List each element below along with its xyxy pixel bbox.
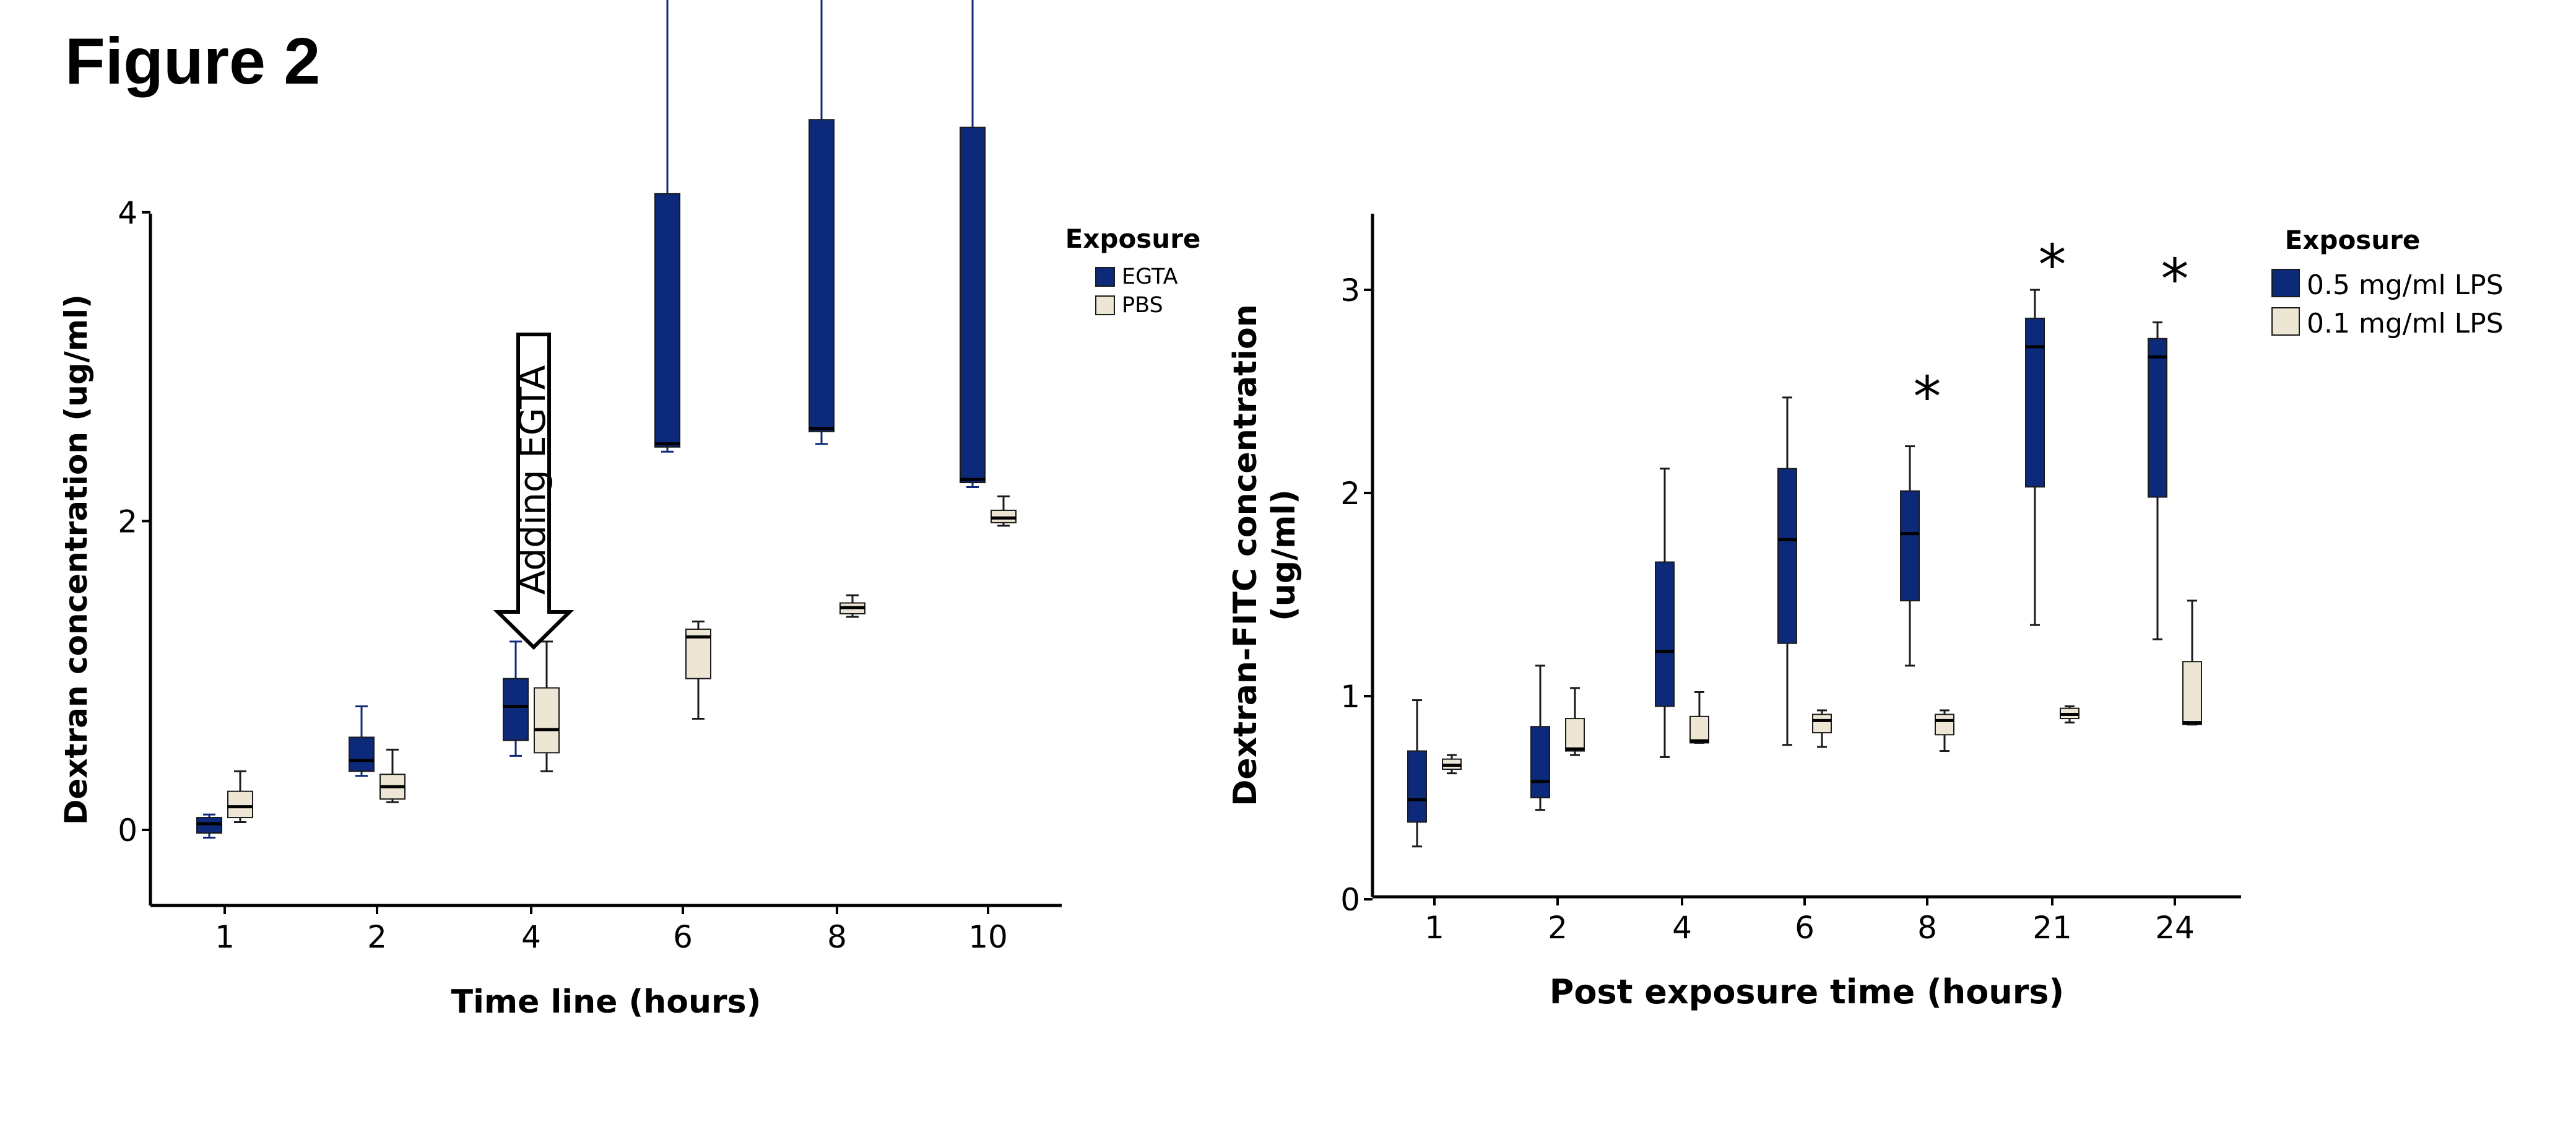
legend-label: EGTA [1122,264,1178,289]
box-series-1 [503,678,529,741]
x-tick-label: 4 [521,919,541,955]
box-series-2 [1565,718,1585,752]
legend-label: PBS [1122,293,1163,318]
box-series-2 [1812,713,1832,734]
box-series-2 [1689,715,1709,744]
legend-label: 0.5 mg/ml LPS [2307,269,2504,301]
y-tick-label: 0 [1340,882,1360,918]
box-series-2 [2182,661,2202,725]
x-axis-label: Post exposure time (hours) [1550,972,2064,1011]
y-axis-label: Dextran-FITC concentration [1227,304,1264,806]
legend-swatch [1095,295,1115,315]
y-tick-label: 1 [1340,679,1360,715]
box-series-1 [1655,561,1675,707]
box-series-1 [960,126,986,484]
y-axis-label: (ug/ml) [1265,489,1303,621]
y-tick-label: 2 [118,504,137,539]
x-tick-label: 1 [1425,910,1444,946]
legend-swatch [2271,307,2300,336]
box-series-2 [1935,713,1954,736]
x-tick-label: 2 [1548,910,1568,946]
x-tick-label: 2 [367,919,387,955]
x-tick-label: 8 [1917,910,1937,946]
y-tick-label: 4 [118,195,137,231]
y-tick-label: 0 [118,813,137,848]
box-series-2 [534,687,560,754]
annotation-arrow [493,333,575,650]
y-axis-label: Dextran concentration (ug/ml) [58,294,94,825]
annotation-label: Adding EGTA [511,365,553,595]
significance-star: * [2039,233,2066,298]
x-tick-label: 24 [2155,910,2195,946]
chart-left: 02461246810Time line (hours)Dextran conc… [58,0,1200,1021]
significance-star: * [1914,365,1941,430]
legend-title: Exposure [2285,225,2421,255]
x-tick-label: 10 [968,919,1008,955]
legend-label: 0.1 mg/ml LPS [2307,308,2504,339]
box-series-1 [1900,490,1920,601]
significance-star: * [2161,247,2189,312]
box-series-1 [2148,338,2167,498]
y-tick-label: 2 [1340,476,1360,512]
box-series-1 [349,736,375,772]
box-series-1 [809,119,835,432]
legend-swatch [2271,269,2300,297]
box-series-1 [654,193,680,448]
x-tick-label: 4 [1672,910,1692,946]
x-tick-label: 6 [673,919,693,955]
x-tick-label: 6 [1795,910,1815,946]
figure-title: Figure 2 [65,25,320,98]
y-tick-label: 3 [1340,273,1360,308]
box-series-1 [1407,750,1427,823]
x-tick-label: 1 [215,919,235,955]
box-series-2 [227,790,253,819]
legend-title: Exposure [1065,224,1201,254]
box-series-1 [2025,317,2045,488]
x-axis-label: Time line (hours) [451,984,761,1021]
x-tick-label: 21 [2032,910,2072,946]
legend-swatch [1095,267,1115,287]
x-tick-label: 8 [827,919,847,955]
box-series-1 [1530,726,1550,798]
box-series-1 [1777,468,1797,644]
